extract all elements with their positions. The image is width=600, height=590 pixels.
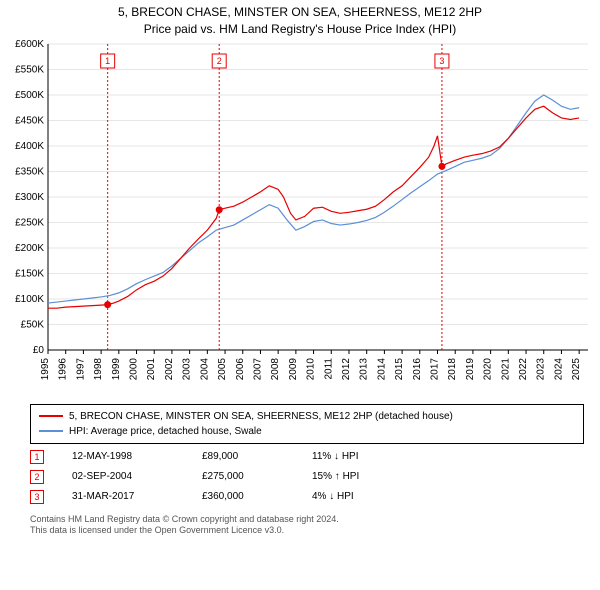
sale-delta: 4% ↓ HPI bbox=[312, 491, 412, 502]
svg-text:2011: 2011 bbox=[323, 357, 334, 379]
sale-price: £275,000 bbox=[202, 471, 312, 482]
legend-swatch-hpi bbox=[39, 430, 63, 432]
svg-text:£200K: £200K bbox=[15, 243, 44, 254]
svg-text:1998: 1998 bbox=[93, 357, 104, 380]
svg-text:2001: 2001 bbox=[146, 357, 157, 380]
svg-text:2007: 2007 bbox=[252, 357, 263, 380]
svg-text:2000: 2000 bbox=[129, 357, 140, 380]
sale-row: 2 02-SEP-2004£275,00015% ↑ HPI bbox=[30, 470, 584, 484]
svg-text:2005: 2005 bbox=[217, 357, 228, 380]
footer-copyright: Contains HM Land Registry data © Crown c… bbox=[30, 514, 584, 526]
sale-price: £360,000 bbox=[202, 491, 312, 502]
svg-text:3: 3 bbox=[439, 56, 444, 66]
svg-text:2016: 2016 bbox=[412, 357, 423, 380]
svg-text:2004: 2004 bbox=[199, 357, 210, 380]
legend-item-hpi: HPI: Average price, detached house, Swal… bbox=[39, 424, 575, 439]
svg-text:2014: 2014 bbox=[376, 357, 387, 380]
footer: Contains HM Land Registry data © Crown c… bbox=[30, 514, 584, 537]
chart-title-address: 5, BRECON CHASE, MINSTER ON SEA, SHEERNE… bbox=[0, 4, 600, 21]
sale-marker: 3 bbox=[30, 490, 44, 504]
svg-text:£400K: £400K bbox=[15, 141, 44, 152]
svg-text:2025: 2025 bbox=[571, 357, 582, 380]
legend-label-property: 5, BRECON CHASE, MINSTER ON SEA, SHEERNE… bbox=[69, 409, 453, 424]
sale-price: £89,000 bbox=[202, 451, 312, 462]
svg-text:2012: 2012 bbox=[341, 357, 352, 380]
svg-text:2015: 2015 bbox=[394, 357, 405, 380]
plot-area: £0 £50K £100K £150K £200K £250K £300K £350K £400… bbox=[0, 38, 600, 398]
svg-text:£100K: £100K bbox=[15, 294, 44, 305]
svg-text:2009: 2009 bbox=[288, 357, 299, 380]
svg-text:£50K: £50K bbox=[21, 319, 45, 330]
svg-text:2024: 2024 bbox=[553, 357, 564, 380]
svg-text:2021: 2021 bbox=[500, 357, 511, 380]
svg-text:2020: 2020 bbox=[483, 357, 494, 380]
legend-item-property: 5, BRECON CHASE, MINSTER ON SEA, SHEERNE… bbox=[39, 409, 575, 424]
sale-date: 02-SEP-2004 bbox=[72, 471, 202, 482]
footer-licence: This data is licensed under the Open Gov… bbox=[30, 525, 584, 537]
svg-text:£250K: £250K bbox=[15, 217, 44, 228]
svg-text:2: 2 bbox=[217, 56, 222, 66]
svg-text:£150K: £150K bbox=[15, 268, 44, 279]
svg-text:£600K: £600K bbox=[15, 39, 44, 50]
svg-text:2019: 2019 bbox=[465, 357, 476, 380]
svg-text:2002: 2002 bbox=[164, 357, 175, 380]
sale-marker: 2 bbox=[30, 470, 44, 484]
sale-date: 12-MAY-1998 bbox=[72, 451, 202, 462]
chart-container: 5, BRECON CHASE, MINSTER ON SEA, SHEERNE… bbox=[0, 0, 600, 537]
sale-date: 31-MAR-2017 bbox=[72, 491, 202, 502]
svg-text:2018: 2018 bbox=[447, 357, 458, 380]
sale-delta: 15% ↑ HPI bbox=[312, 471, 412, 482]
svg-text:1999: 1999 bbox=[111, 357, 122, 380]
svg-text:£300K: £300K bbox=[15, 192, 44, 203]
svg-text:1996: 1996 bbox=[58, 357, 69, 380]
svg-text:2023: 2023 bbox=[536, 357, 547, 380]
chart-title-subtitle: Price paid vs. HM Land Registry's House … bbox=[0, 21, 600, 38]
sale-marker: 1 bbox=[30, 450, 44, 464]
svg-text:2006: 2006 bbox=[235, 357, 246, 380]
sale-delta: 11% ↓ HPI bbox=[312, 451, 412, 462]
sale-row: 1 12-MAY-1998£89,00011% ↓ HPI bbox=[30, 450, 584, 464]
legend: 5, BRECON CHASE, MINSTER ON SEA, SHEERNE… bbox=[30, 404, 584, 444]
svg-text:2003: 2003 bbox=[182, 357, 193, 380]
svg-text:£550K: £550K bbox=[15, 64, 44, 75]
chart-svg: £0 £50K £100K £150K £200K £250K £300K £350K £400… bbox=[0, 38, 600, 398]
sale-row: 3 31-MAR-2017£360,0004% ↓ HPI bbox=[30, 490, 584, 504]
svg-text:2010: 2010 bbox=[306, 357, 317, 380]
svg-text:1997: 1997 bbox=[75, 357, 86, 380]
legend-label-hpi: HPI: Average price, detached house, Swal… bbox=[69, 424, 262, 439]
svg-text:£350K: £350K bbox=[15, 166, 44, 177]
sale-events: 1 12-MAY-1998£89,00011% ↓ HPI 2 02-SEP-2004… bbox=[0, 450, 600, 504]
svg-text:2008: 2008 bbox=[270, 357, 281, 380]
chart-titles: 5, BRECON CHASE, MINSTER ON SEA, SHEERNE… bbox=[0, 0, 600, 38]
svg-text:2013: 2013 bbox=[359, 357, 370, 380]
legend-swatch-property bbox=[39, 415, 63, 417]
svg-text:1: 1 bbox=[105, 56, 110, 66]
svg-text:£0: £0 bbox=[33, 345, 45, 356]
svg-text:£450K: £450K bbox=[15, 115, 44, 126]
svg-text:2022: 2022 bbox=[518, 357, 529, 380]
svg-text:2017: 2017 bbox=[430, 357, 441, 380]
svg-text:£500K: £500K bbox=[15, 90, 44, 101]
svg-text:1995: 1995 bbox=[40, 357, 51, 380]
